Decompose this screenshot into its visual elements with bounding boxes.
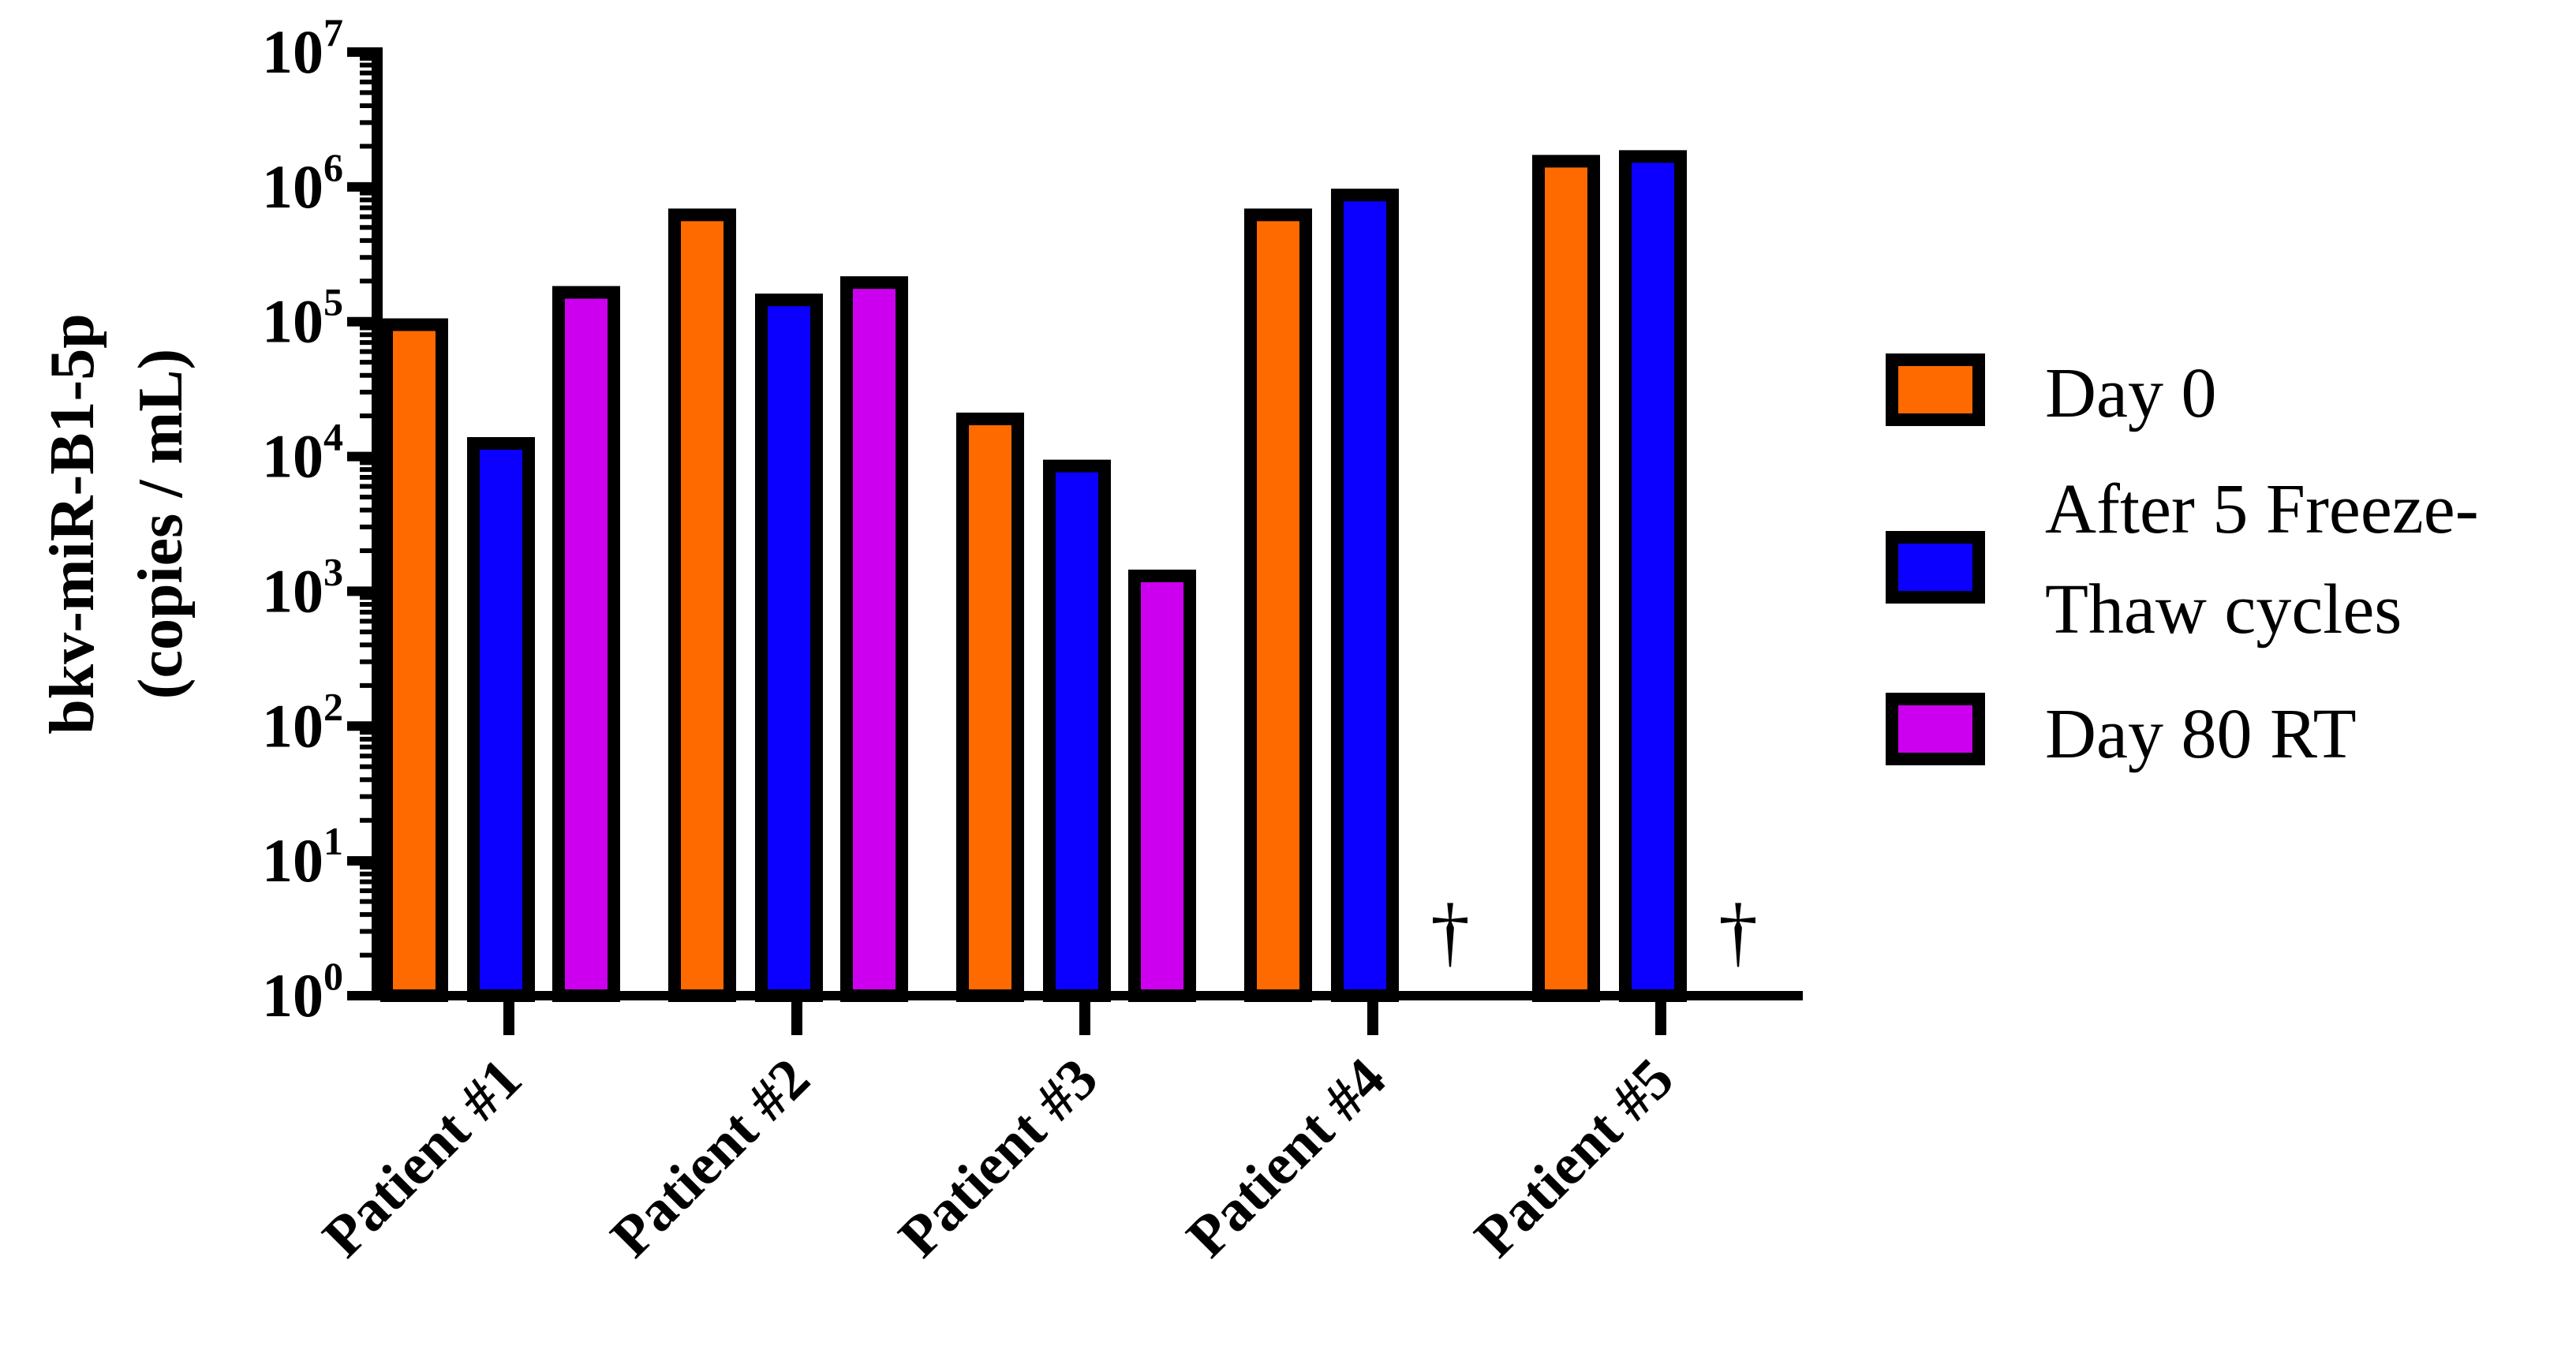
bar	[755, 294, 823, 1002]
bar	[1244, 208, 1312, 1002]
x-tick-label: Patient #5	[1463, 1046, 1686, 1269]
missing-value-marker: †	[1718, 888, 1758, 975]
y-tick-label: 105	[262, 280, 343, 356]
bar	[1619, 150, 1687, 1002]
missing-value-marker: †	[1430, 888, 1470, 975]
x-tick-label: Patient #1	[311, 1046, 534, 1269]
legend-swatch	[1886, 693, 1985, 765]
legend-swatch	[1886, 531, 1985, 604]
y-tick-label: 101	[262, 819, 343, 895]
x-tick-label: Patient #4	[1175, 1046, 1398, 1269]
bar	[956, 412, 1024, 1002]
bar	[1043, 459, 1111, 1002]
bar	[1532, 155, 1600, 1002]
bar	[1128, 569, 1196, 1002]
legend-label: Thaw cycles	[2045, 570, 2402, 649]
x-tick-label: Patient #3	[887, 1046, 1110, 1269]
x-tick-label: Patient #2	[599, 1046, 822, 1269]
y-tick-label: 104	[262, 415, 343, 491]
y-axis-title: bkv-miR-B1-5p	[38, 313, 107, 734]
y-tick-label: 100	[262, 954, 343, 1030]
y-tick-label: 106	[262, 145, 343, 221]
bar	[552, 286, 620, 1002]
y-tick-label: 107	[262, 10, 343, 86]
y-tick-label: 103	[262, 549, 343, 625]
bar	[467, 437, 535, 1002]
y-tick-label: 102	[262, 684, 343, 760]
y-axis-title: (copies / mL)	[126, 349, 196, 699]
legend-label: Day 0	[2045, 354, 2216, 432]
legend: Day 0 After 5 Freeze- Thaw cycles Day 80 RT	[1886, 353, 2479, 773]
bar	[1331, 189, 1399, 1002]
legend-label: Day 80 RT	[2045, 695, 2357, 773]
legend-label: After 5 Freeze-	[2045, 470, 2479, 548]
bar	[840, 276, 908, 1002]
bar	[380, 318, 448, 1002]
legend-swatch	[1886, 353, 1985, 426]
bar	[668, 208, 736, 1002]
